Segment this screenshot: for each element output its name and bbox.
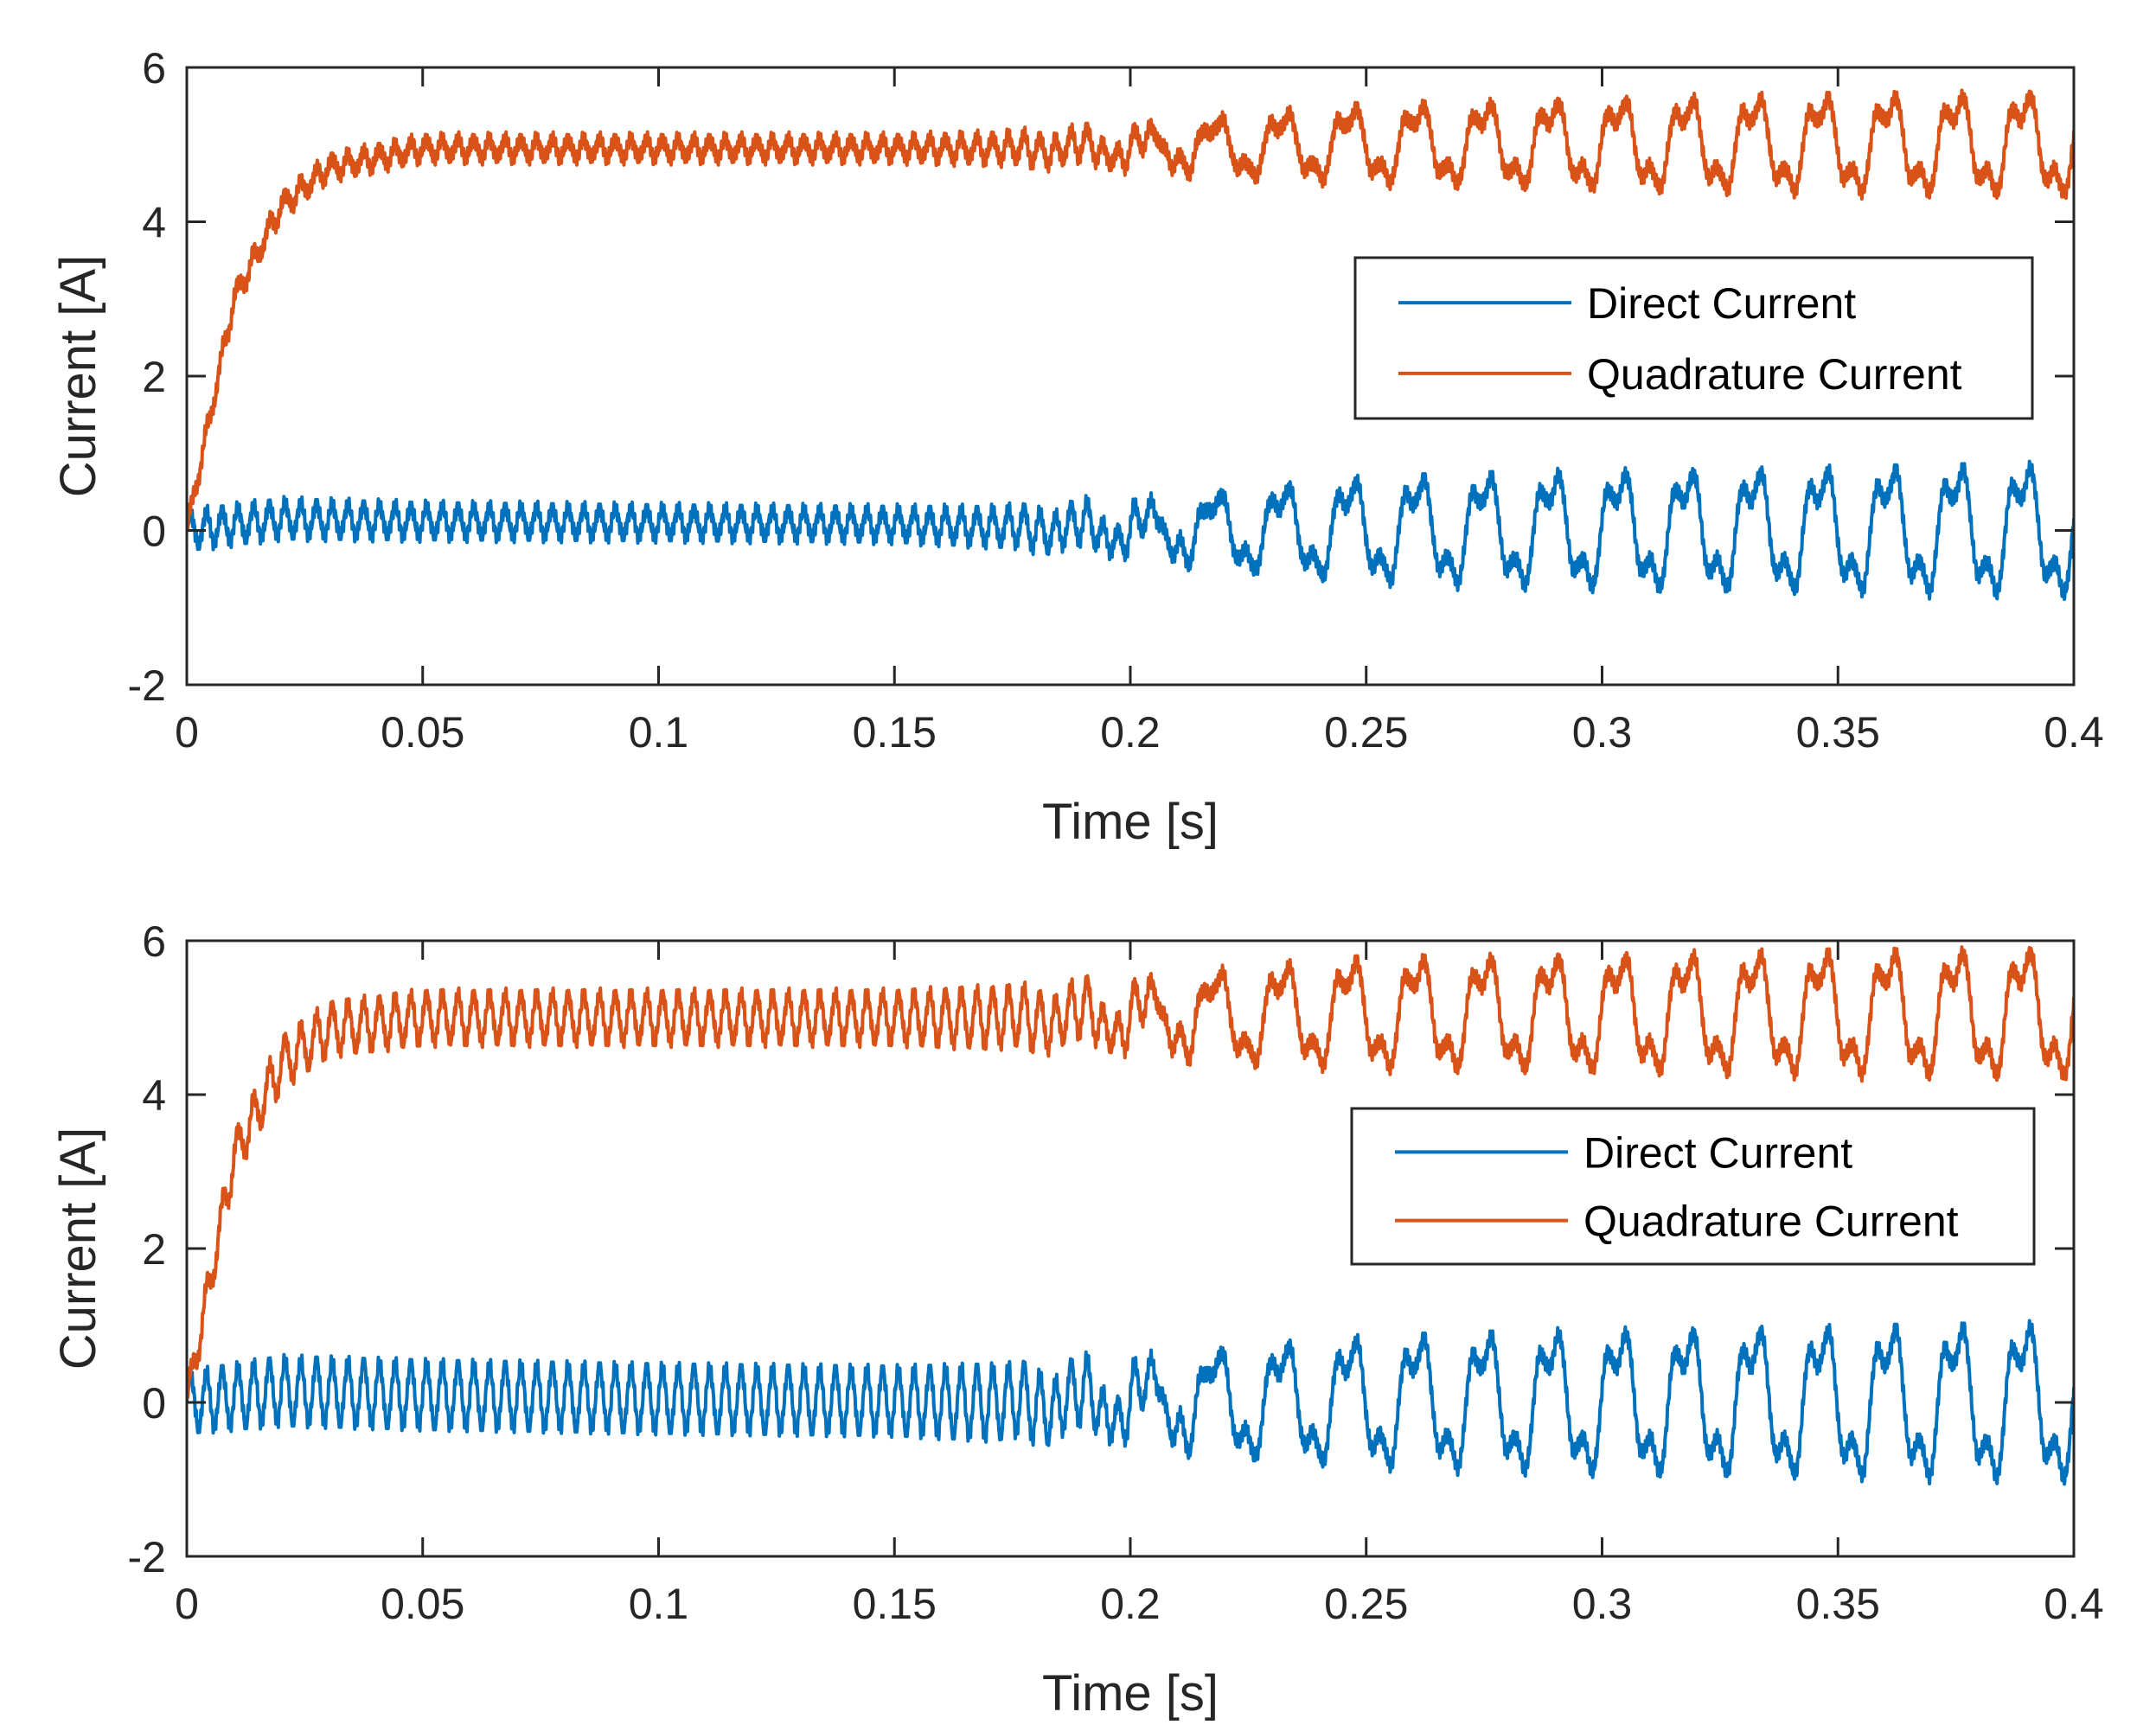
y-tick-label: 4 (142, 1071, 166, 1120)
y-tick-label: 4 (142, 199, 166, 247)
y-tick-label: 2 (142, 353, 166, 401)
x-tick-label: 0.2 (1100, 1580, 1161, 1628)
x-axis-label: Time [s] (1042, 794, 1219, 850)
x-tick-label: 0.25 (1324, 1580, 1408, 1628)
x-tick-label: 0.4 (2044, 1580, 2104, 1628)
series-line-quadrature-current (187, 88, 2074, 531)
legend-label-direct-current: Direct Current (1583, 1128, 1852, 1177)
legend: Direct Current Quadrature Current (1353, 256, 2034, 420)
legend-label-quadrature-current: Quadrature Current (1587, 350, 1962, 399)
subplot-1: 0 0.05 0.1 0.15 0.2 0.25 0.3 0.35 0.4-20246Time … (50, 44, 2104, 850)
legend-box (1353, 256, 2034, 420)
x-tick-label: 0.35 (1796, 1580, 1880, 1628)
legend-label-direct-current: Direct Current (1587, 279, 1856, 328)
series-line-quadrature-current (187, 945, 2074, 1400)
y-tick-label: 0 (142, 508, 166, 556)
y-tick-label: 0 (142, 1379, 166, 1428)
x-tick-label: 0.25 (1324, 708, 1408, 757)
x-tick-label: 0 (175, 1580, 199, 1628)
x-tick-label: 0.2 (1100, 708, 1161, 757)
legend: Direct Current Quadrature Current (1350, 1107, 2036, 1266)
x-tick-label: 0.15 (853, 708, 937, 757)
x-tick-label: 0.05 (381, 1580, 464, 1628)
x-tick-label: 0.05 (381, 708, 464, 757)
y-axis-label: Current [A] (50, 1127, 106, 1370)
y-tick-label: 6 (142, 44, 166, 93)
series-line-direct-current (187, 1319, 2074, 1486)
x-tick-label: 0.1 (629, 708, 689, 757)
x-axis-label: Time [s] (1042, 1665, 1219, 1721)
x-tick-label: 0.35 (1796, 708, 1880, 757)
x-tick-label: 0.15 (853, 1580, 937, 1628)
x-tick-label: 0.4 (2044, 708, 2104, 757)
subplot-2: 0 0.05 0.1 0.15 0.2 0.25 0.3 0.35 0.4-20246Time … (50, 917, 2104, 1721)
y-tick-label: 2 (142, 1225, 166, 1274)
y-tick-label: 6 (142, 917, 166, 966)
x-tick-label: 0.3 (1572, 708, 1633, 757)
y-tick-label: -2 (128, 661, 166, 710)
x-tick-label: 0.1 (629, 1580, 689, 1628)
y-tick-label: -2 (128, 1533, 166, 1581)
legend-box (1350, 1107, 2036, 1266)
legend-label-quadrature-current: Quadrature Current (1583, 1198, 1959, 1246)
series-line-direct-current (187, 459, 2074, 602)
x-tick-label: 0 (175, 708, 199, 757)
x-tick-label: 0.3 (1572, 1580, 1633, 1628)
y-axis-label: Current [A] (50, 255, 106, 497)
